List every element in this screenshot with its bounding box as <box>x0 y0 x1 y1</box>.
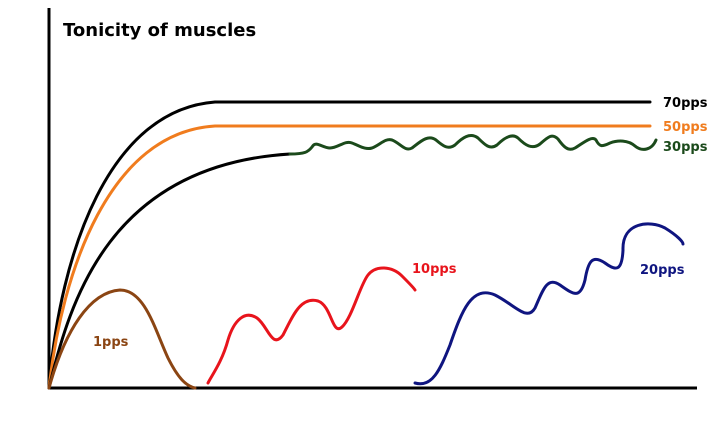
curve-70pps <box>47 100 652 390</box>
label-50pps: 50pps <box>663 120 708 135</box>
curve-1pps <box>47 288 197 390</box>
curve-30pps-rise <box>47 152 292 390</box>
curve-30pps-tremor <box>288 134 658 156</box>
diagram-title: Tonicity of muscles <box>63 20 256 41</box>
label-30pps: 30pps <box>663 140 708 155</box>
curve-50pps <box>47 124 652 390</box>
label-20pps: 20pps <box>640 263 685 278</box>
curve-10pps <box>206 266 417 385</box>
label-10pps: 10pps <box>412 262 457 277</box>
curve-20pps <box>413 222 685 386</box>
label-1pps: 1pps <box>93 335 129 350</box>
label-70pps: 70pps <box>663 96 708 111</box>
